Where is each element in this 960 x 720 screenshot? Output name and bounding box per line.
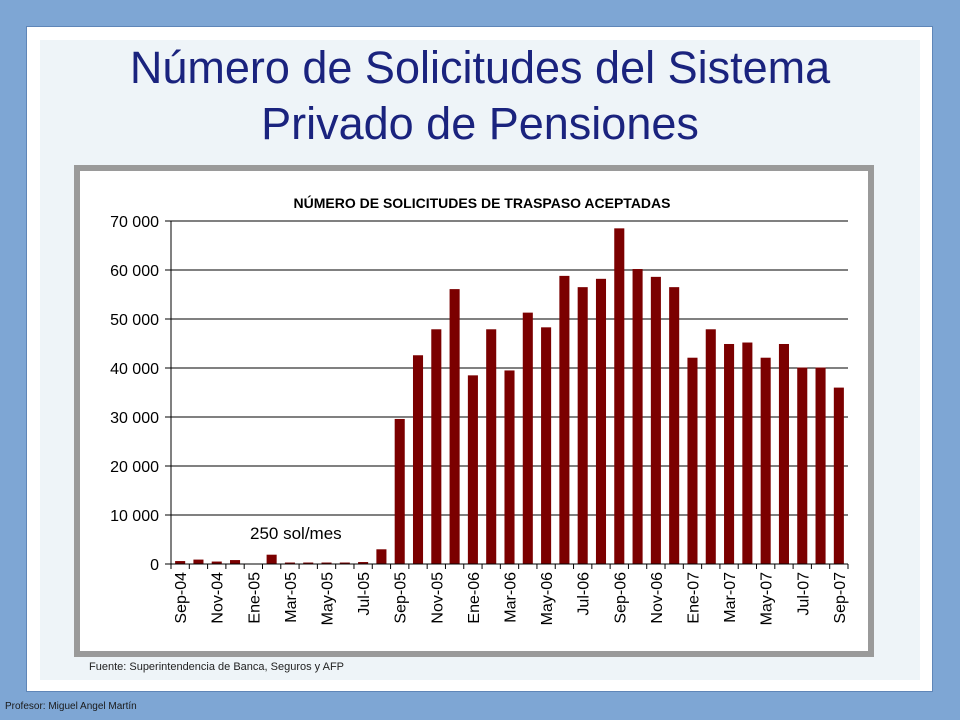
bar	[449, 289, 460, 564]
x-tick-label: May-06	[539, 572, 556, 625]
bar	[833, 387, 844, 564]
x-tick-label: Ene-07	[685, 572, 702, 624]
bar	[412, 355, 424, 564]
chart-title: NÚMERO DE SOLICITUDES DE TRASPASO ACEPTA…	[294, 194, 671, 211]
bar	[595, 278, 607, 564]
x-tick-label: Ene-06	[466, 572, 483, 624]
y-tick-label: 60 000	[110, 263, 159, 280]
chart-annotation: 250 sol/mes	[250, 524, 342, 543]
bar	[705, 329, 716, 564]
bar	[467, 375, 478, 564]
y-tick-label: 30 000	[110, 410, 159, 427]
x-tick-label: Mar-07	[722, 572, 739, 623]
x-tick-label: Ene-05	[246, 572, 263, 624]
bar	[614, 228, 625, 564]
bar	[358, 562, 369, 564]
bar	[431, 329, 442, 564]
x-tick-label: Nov-05	[429, 572, 446, 624]
x-tick-label: May-05	[320, 572, 337, 625]
bar	[724, 343, 735, 564]
bar	[541, 327, 552, 564]
bar	[632, 269, 643, 564]
y-tick-label: 70 000	[110, 214, 159, 231]
bar	[394, 418, 405, 564]
chart-frame: NÚMERO DE SOLICITUDES DE TRASPASO ACEPTA…	[74, 165, 874, 657]
bar	[742, 342, 753, 564]
x-tick-label: Sep-04	[173, 572, 190, 624]
bar	[284, 562, 295, 564]
bar	[376, 549, 387, 564]
bar	[522, 312, 533, 564]
bar	[504, 370, 515, 564]
bars	[175, 228, 844, 564]
bar	[486, 329, 497, 564]
source-note: Fuente: Superintendencia de Banca, Segur…	[89, 661, 344, 673]
x-tick-label: Jul-06	[576, 572, 593, 616]
x-tick-label: Jul-07	[795, 572, 812, 616]
bar	[650, 276, 661, 564]
y-axis-ticks: 0 10 000 20 000 30 000 40 000 50 000 60 000 70 …	[110, 214, 171, 574]
y-tick-label: 0	[150, 557, 159, 574]
x-tick-label: Nov-04	[210, 572, 227, 624]
x-tick-label: Jul-05	[356, 572, 373, 616]
bar-chart: NÚMERO DE SOLICITUDES DE TRASPASO ACEPTA…	[110, 194, 849, 625]
slide-title: Número de Solicitudes del Sistema Privad…	[40, 40, 920, 152]
y-tick-label: 10 000	[110, 508, 159, 525]
bar	[175, 561, 186, 564]
bar	[303, 562, 314, 564]
bar	[669, 287, 680, 564]
bar	[815, 367, 826, 564]
slide-title-line2: Privado de Pensiones	[261, 98, 699, 149]
x-tick-label: Mar-06	[503, 572, 520, 623]
y-tick-label: 20 000	[110, 459, 159, 476]
bar	[797, 367, 808, 564]
bar	[778, 343, 789, 564]
bar	[339, 562, 350, 564]
y-tick-label: 50 000	[110, 312, 159, 329]
x-tick-label: Sep-06	[612, 572, 629, 624]
x-tick-label: Sep-05	[393, 572, 410, 624]
slide-title-line1: Número de Solicitudes del Sistema	[129, 42, 831, 93]
x-tick-label: Sep-07	[832, 572, 849, 624]
bar	[266, 554, 277, 564]
bar	[760, 357, 771, 564]
axes	[170, 221, 848, 565]
bar	[559, 275, 570, 564]
bar	[577, 287, 588, 564]
bar	[193, 559, 204, 564]
bar	[321, 562, 332, 564]
bar	[687, 357, 698, 564]
x-tick-label: May-07	[759, 572, 776, 625]
x-tick-label: Nov-06	[649, 572, 666, 624]
x-axis-ticks: Sep-04 Nov-04 Ene-05 Mar-05 May-05 Jul-05 Sep-…	[170, 564, 849, 625]
bar	[230, 560, 241, 564]
x-tick-label: Mar-05	[283, 572, 300, 623]
bar	[211, 561, 222, 564]
y-tick-label: 40 000	[110, 361, 159, 378]
footer-professor: Profesor: Miguel Angel Martín	[5, 701, 137, 712]
